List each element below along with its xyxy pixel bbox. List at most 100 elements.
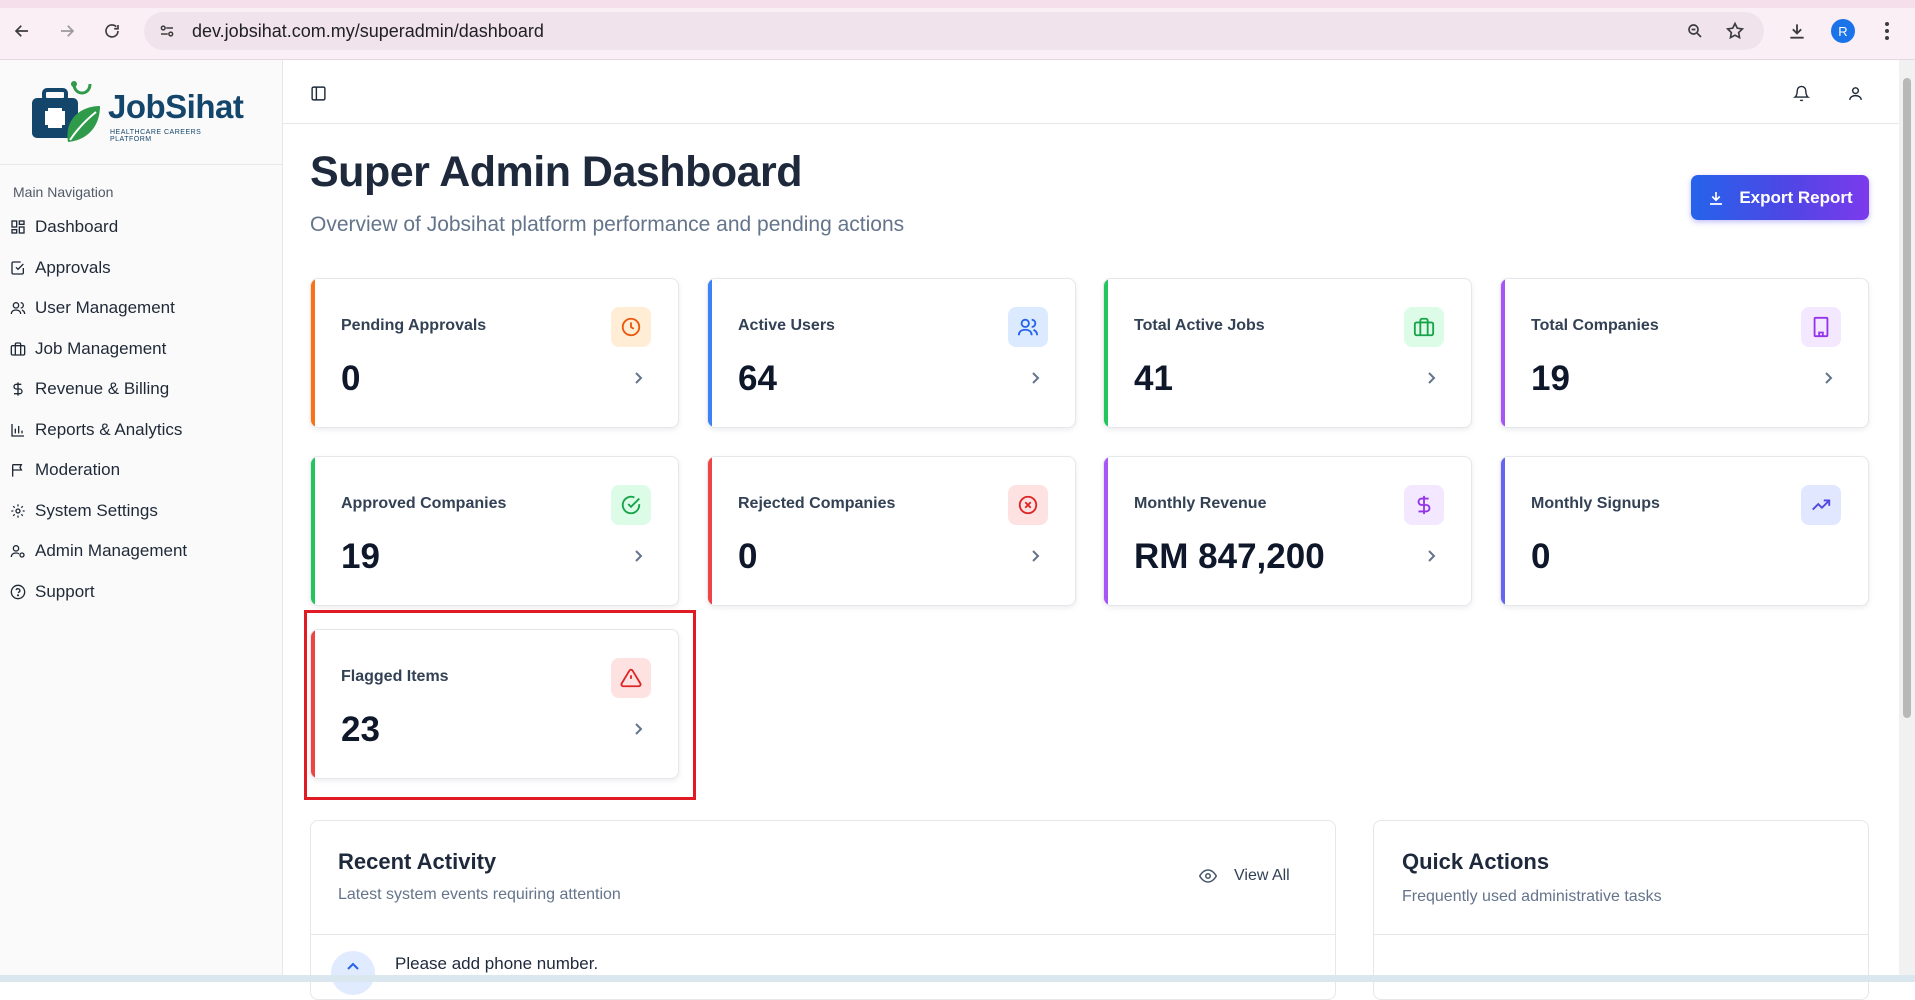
chevron-right-icon xyxy=(633,722,645,741)
card-accent xyxy=(1501,457,1505,605)
users-icon xyxy=(10,302,26,315)
stat-label: Rejected Companies xyxy=(738,495,896,512)
download-icon xyxy=(1710,191,1723,205)
bell-icon[interactable] xyxy=(1790,82,1812,104)
stat-value: 19 xyxy=(341,537,380,576)
check-circle-icon xyxy=(611,485,651,525)
recent-activity-panel: Recent Activity Latest system events req… xyxy=(310,820,1336,1000)
briefcase-icon xyxy=(10,342,26,356)
stat-label: Total Active Jobs xyxy=(1134,317,1265,334)
chevron-right-icon xyxy=(1030,371,1042,390)
profile-avatar[interactable]: R xyxy=(1831,19,1855,43)
card-accent xyxy=(311,457,315,605)
nav-heading: Main Navigation xyxy=(13,184,114,200)
x-circle-icon xyxy=(1008,485,1048,525)
sidebar-toggle-icon[interactable] xyxy=(307,82,329,104)
stat-card-active-users[interactable]: Active Users 64 xyxy=(707,278,1076,428)
menu-kebab-icon[interactable] xyxy=(1876,20,1898,42)
chevron-up-icon xyxy=(347,962,359,970)
stat-label: Monthly Revenue xyxy=(1134,495,1267,512)
chevron-right-icon xyxy=(633,371,645,390)
clock-icon xyxy=(611,307,651,347)
sidebar-item-label: Moderation xyxy=(35,460,121,479)
site-settings-icon[interactable] xyxy=(156,20,178,42)
stat-card-monthly-revenue[interactable]: Monthly Revenue RM 847,200 xyxy=(1103,456,1472,606)
stat-card-total-companies[interactable]: Total Companies 19 xyxy=(1500,278,1869,428)
sidebar-item-label: Reports & Analytics xyxy=(35,420,183,439)
sidebar-item-moderation[interactable]: Moderation xyxy=(10,454,270,486)
view-all-button[interactable]: View All xyxy=(1199,867,1290,885)
sidebar-item-admin-management[interactable]: Admin Management xyxy=(10,535,270,567)
scrollbar-thumb[interactable] xyxy=(1903,78,1911,718)
stat-value: RM 847,200 xyxy=(1134,537,1325,576)
check-square-icon xyxy=(11,261,24,275)
back-arrow-icon[interactable] xyxy=(8,17,36,45)
sidebar-item-revenue-billing[interactable]: Revenue & Billing xyxy=(10,373,270,405)
export-report-button[interactable]: Export Report xyxy=(1691,175,1869,220)
bar-chart-icon xyxy=(11,424,24,437)
gear-icon xyxy=(11,504,25,518)
stat-card-approved-companies[interactable]: Approved Companies 19 xyxy=(310,456,679,606)
eye-icon xyxy=(1199,869,1217,883)
recent-activity-subtitle: Latest system events requiring attention xyxy=(338,886,621,903)
brand-name: JobSihat xyxy=(108,88,244,125)
highlight-box xyxy=(304,610,696,800)
stat-card-flagged-items[interactable]: Flagged Items 23 xyxy=(310,629,679,779)
page-title: Super Admin Dashboard xyxy=(310,148,803,196)
url-text[interactable]: dev.jobsihat.com.my/superadmin/dashboard xyxy=(192,21,544,41)
reload-icon[interactable] xyxy=(98,17,126,45)
stat-value: 64 xyxy=(738,359,777,398)
stat-value: 41 xyxy=(1134,359,1173,398)
sidebar-item-dashboard[interactable]: Dashboard xyxy=(10,211,270,243)
chevron-right-icon xyxy=(1426,549,1438,568)
help-circle-icon xyxy=(10,584,26,600)
sidebar-item-label: Job Management xyxy=(35,339,167,358)
trending-up-icon xyxy=(1801,485,1841,525)
dollar-icon xyxy=(13,382,23,396)
stat-value: 0 xyxy=(1531,537,1551,576)
top-bar xyxy=(283,60,1899,124)
quick-actions-panel: Quick Actions Frequently used administra… xyxy=(1373,820,1869,1000)
stat-card-rejected-companies[interactable]: Rejected Companies 0 xyxy=(707,456,1076,606)
activity-item[interactable]: Please add phone number. xyxy=(331,951,598,995)
sidebar: JobSihat HEALTHCARE CAREERS PLATFORM Mai… xyxy=(0,60,283,982)
stat-value: 19 xyxy=(1531,359,1570,398)
panel-divider xyxy=(311,934,1335,935)
chevron-right-icon xyxy=(1823,371,1835,390)
user-icon[interactable] xyxy=(1844,82,1866,104)
quick-actions-title: Quick Actions xyxy=(1402,849,1550,874)
stat-label: Flagged Items xyxy=(341,668,449,685)
sidebar-item-approvals[interactable]: Approvals xyxy=(10,252,270,284)
sidebar-item-label: User Management xyxy=(35,298,175,317)
zoom-icon[interactable] xyxy=(1684,20,1706,42)
page-scrollbar[interactable] xyxy=(1899,60,1915,975)
sidebar-item-support[interactable]: Support xyxy=(10,576,270,608)
tab-strip xyxy=(0,0,1915,8)
sidebar-item-user-management[interactable]: User Management xyxy=(10,292,270,324)
stat-card-monthly-signups[interactable]: Monthly Signups 0 xyxy=(1500,456,1869,606)
card-accent xyxy=(1104,457,1108,605)
sidebar-item-job-management[interactable]: Job Management xyxy=(10,333,270,365)
sidebar-item-system-settings[interactable]: System Settings xyxy=(10,495,270,527)
sidebar-item-reports-analytics[interactable]: Reports & Analytics xyxy=(10,414,270,446)
sidebar-item-label: Support xyxy=(35,582,95,601)
browser-toolbar: dev.jobsihat.com.my/superadmin/dashboard… xyxy=(0,0,1915,60)
briefcase-icon xyxy=(1404,307,1444,347)
page-subtitle: Overview of Jobsihat platform performanc… xyxy=(310,213,905,236)
building-icon xyxy=(1801,307,1841,347)
bookmark-star-icon[interactable] xyxy=(1724,20,1746,42)
stat-card-pending-approvals[interactable]: Pending Approvals 0 xyxy=(310,278,679,428)
dollar-icon xyxy=(1404,485,1444,525)
jobsihat-logo[interactable]: JobSihat HEALTHCARE CAREERS PLATFORM xyxy=(30,80,245,150)
chevron-right-icon xyxy=(1426,371,1438,390)
address-bar[interactable] xyxy=(144,12,1764,50)
stat-label: Total Companies xyxy=(1531,317,1659,334)
card-accent xyxy=(311,630,315,778)
forward-arrow-icon[interactable] xyxy=(53,17,81,45)
dashboard-icon xyxy=(11,220,25,234)
stat-card-total-active-jobs[interactable]: Total Active Jobs 41 xyxy=(1103,278,1472,428)
users-icon xyxy=(1008,307,1048,347)
activity-avatar xyxy=(331,951,375,995)
sidebar-divider xyxy=(0,164,282,165)
download-icon[interactable] xyxy=(1786,20,1808,42)
